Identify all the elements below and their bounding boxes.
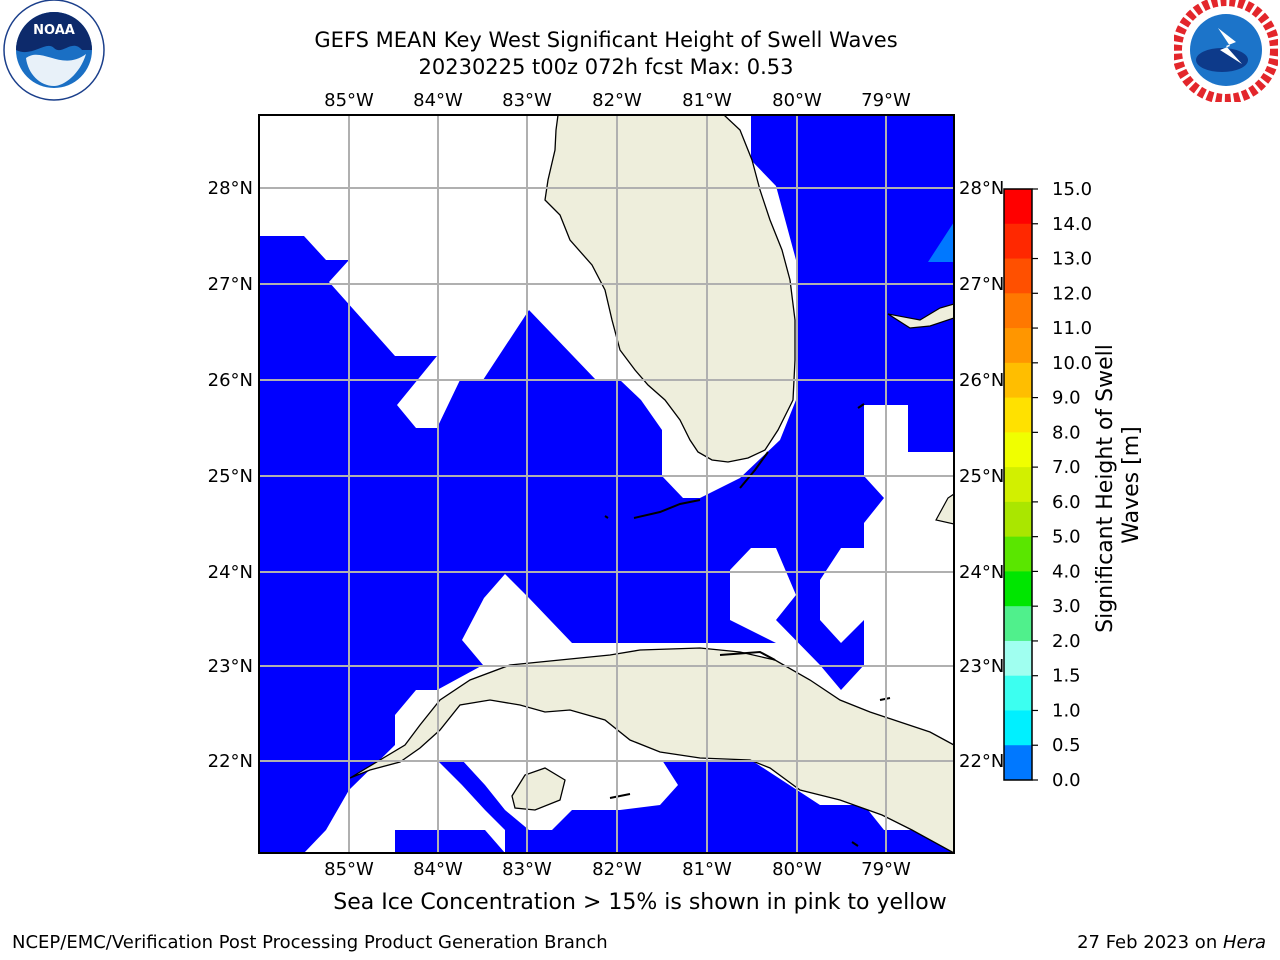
lon-label: 84°W	[413, 90, 463, 111]
colorbar-label: Significant Height of Swell Waves [m]	[1093, 337, 1144, 633]
colorbar-tick-label: 12.0	[1052, 283, 1092, 304]
lat-label: 26°N	[208, 370, 253, 391]
lat-label: 27°N	[959, 274, 1004, 295]
colorbar-tick-label: 1.0	[1052, 700, 1081, 721]
footer-host: Hera	[1222, 932, 1266, 953]
land-florida	[544, 115, 796, 463]
lon-label: 81°W	[682, 859, 732, 880]
chart-subtitle: 20230225 t00z 072h fcst Max: 0.53	[418, 55, 794, 79]
colorbar-tick-label: 13.0	[1052, 249, 1092, 270]
lat-label: 24°N	[208, 562, 253, 583]
colorbar-tick-label: 2.0	[1052, 631, 1081, 652]
colorbar-swatch	[1004, 258, 1032, 294]
lat-label: 23°N	[208, 656, 253, 677]
lon-label: 85°W	[324, 859, 374, 880]
nws-logo-icon	[1174, 0, 1278, 102]
colorbar-swatch	[1004, 223, 1032, 260]
lon-label: 79°W	[861, 859, 911, 880]
colorbar-tick-label: 0.5	[1052, 735, 1081, 756]
lon-label: 84°W	[413, 859, 463, 880]
colorbar-tick-label: 9.0	[1052, 388, 1081, 409]
colorbar-tick-label: 4.0	[1052, 561, 1081, 582]
land-isla-juventud	[511, 767, 566, 811]
lat-label: 27°N	[208, 274, 253, 295]
footer-date: 27 Feb 2023 on Hera	[1077, 932, 1266, 953]
colorbar-swatch	[1004, 432, 1032, 468]
lon-label: 83°W	[502, 859, 552, 880]
colorbar-tick-label: 6.0	[1052, 492, 1081, 513]
colorbar-label-line1: Significant Height of Swell	[1093, 344, 1118, 633]
colorbar-swatch	[1004, 710, 1032, 746]
colorbar-tick-label: 8.0	[1052, 422, 1081, 443]
colorbar-swatch	[1004, 675, 1032, 711]
colorbar-swatch	[1004, 293, 1032, 329]
colorbar-tick-label: 11.0	[1052, 318, 1092, 339]
colorbar-swatch	[1004, 501, 1032, 538]
colorbar-swatch	[1004, 397, 1032, 433]
lat-label: 22°N	[208, 751, 253, 772]
lat-labels-left: 28°N 27°N 26°N 25°N 24°N 23°N 22°N	[208, 178, 253, 772]
chart-title: GEFS MEAN Key West Significant Height of…	[314, 28, 898, 52]
colorbar-swatch	[1004, 362, 1032, 399]
colorbar-swatch	[1004, 467, 1032, 503]
swell-fill-05-10	[928, 222, 954, 262]
florida-keys	[604, 403, 865, 519]
lat-label: 25°N	[959, 466, 1004, 487]
colorbar-swatch	[1004, 640, 1032, 677]
lon-label: 79°W	[861, 90, 911, 111]
lat-label: 25°N	[208, 466, 253, 487]
colorbar-tick-label: 3.0	[1052, 596, 1081, 617]
colorbar-tick-label: 5.0	[1052, 527, 1081, 548]
colorbar-label-line2: Waves [m]	[1119, 426, 1144, 543]
noaa-logo-icon: NOAA	[3, 0, 105, 101]
land-cuba	[349, 647, 954, 853]
lat-label: 26°N	[959, 370, 1004, 391]
lat-label: 28°N	[959, 178, 1004, 199]
lon-labels-bottom: 85°W 84°W 83°W 82°W 81°W 80°W 79°W	[324, 859, 911, 880]
colorbar: 15.0 14.0 13.0 12.0 11.0 10.0 9.0 8.0 7.0 6.0 5.0 4…	[1003, 179, 1092, 791]
lon-label: 83°W	[502, 90, 552, 111]
colorbar-swatch	[1004, 328, 1032, 364]
colorbar-swatch	[1004, 606, 1032, 642]
footer-date-text: 27 Feb 2023 on	[1077, 932, 1223, 953]
colorbar-swatch	[1004, 745, 1032, 781]
lon-labels-top: 85°W 84°W 83°W 82°W 81°W 80°W 79°W	[324, 90, 911, 111]
colorbar-frame	[1003, 188, 1033, 781]
colorbar-tick-label: 1.5	[1052, 666, 1081, 687]
footer-credit: NCEP/EMC/Verification Post Processing Pr…	[12, 932, 608, 953]
colorbar-tick-label: 7.0	[1052, 457, 1081, 478]
colorbar-tick-label: 14.0	[1052, 214, 1092, 235]
lat-label: 23°N	[959, 656, 1004, 677]
colorbar-swatch	[1004, 571, 1032, 607]
colorbar-swatch	[1004, 536, 1032, 572]
colorbar-tick-label: 15.0	[1052, 179, 1092, 200]
lon-label: 81°W	[682, 90, 732, 111]
lat-label: 24°N	[959, 562, 1004, 583]
lat-label: 28°N	[208, 178, 253, 199]
lon-label: 80°W	[772, 90, 822, 111]
lat-label: 22°N	[959, 751, 1004, 772]
lat-labels-right: 28°N 27°N 26°N 25°N 24°N 23°N 22°N	[959, 178, 1004, 772]
map-frame	[258, 114, 955, 854]
lon-label: 80°W	[772, 859, 822, 880]
colorbar-tick-label: 0.0	[1052, 770, 1081, 791]
map-gridlines	[259, 115, 954, 853]
lon-label: 82°W	[592, 90, 642, 111]
colorbar-tick-label: 10.0	[1052, 353, 1092, 374]
lon-label: 82°W	[592, 859, 642, 880]
lon-label: 85°W	[324, 90, 374, 111]
noaa-logo-text: NOAA	[33, 23, 75, 38]
colorbar-swatch	[1004, 189, 1032, 225]
sea-ice-note: Sea Ice Concentration > 15% is shown in …	[333, 890, 947, 915]
